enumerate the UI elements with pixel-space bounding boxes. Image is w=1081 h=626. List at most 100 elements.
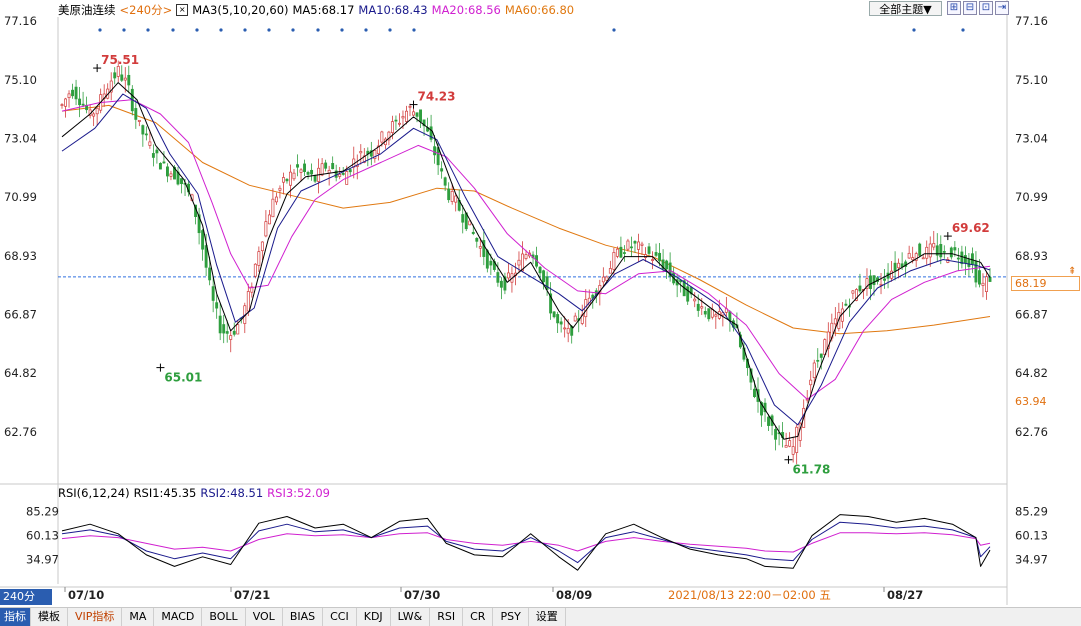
tab-kdj[interactable]: KDJ: [357, 608, 391, 626]
price-tick-left: 70.99: [4, 190, 37, 204]
candle-body: [454, 195, 458, 203]
tab-rsi[interactable]: RSI: [430, 608, 464, 626]
candle-body: [225, 331, 229, 334]
candle-body: [963, 255, 967, 264]
ma-layer: [61, 82, 991, 440]
price-tick-right: 64.82: [1015, 366, 1048, 380]
ma5-value: MA5:68.17: [292, 3, 355, 17]
rsi2-line: [61, 521, 991, 564]
candle-body: [422, 119, 426, 127]
candle-body: [879, 283, 883, 286]
candle-body: [229, 335, 233, 340]
candle-body: [869, 275, 872, 290]
rsi-title[interactable]: RSI(6,12,24): [58, 486, 130, 500]
price-tick-right: 75.10: [1015, 73, 1048, 87]
candle-body: [496, 272, 500, 283]
candle-body: [215, 302, 219, 309]
candle-body: [865, 278, 869, 290]
candle-body: [552, 311, 556, 318]
tab-indicators[interactable]: 指标: [0, 608, 31, 626]
candle-body: [313, 175, 317, 182]
tab-template[interactable]: 模板: [31, 608, 68, 626]
candle-body: [380, 131, 384, 143]
tab-lw[interactable]: LW&: [391, 608, 431, 626]
candle-body: [440, 168, 444, 172]
zoom-in-icon[interactable]: ⊞: [947, 1, 961, 15]
candle-body: [854, 289, 858, 301]
period-label[interactable]: <240分>: [119, 3, 173, 17]
tab-macd[interactable]: MACD: [154, 608, 203, 626]
annotation-layer: 75.51 65.01 74.23 61.78 69.62: [93, 53, 990, 477]
event-marker: [364, 28, 368, 32]
price-tick-left: 77.16: [4, 14, 37, 28]
candle-body: [658, 252, 662, 262]
candle-body: [654, 252, 658, 256]
tab-psy[interactable]: PSY: [493, 608, 529, 626]
candle-body: [506, 272, 510, 279]
high-label: 74.23: [418, 90, 456, 104]
right-arrow-icon[interactable]: ⇥: [995, 1, 1009, 15]
ma20-line: [61, 99, 991, 400]
candle-body: [573, 315, 577, 322]
tab-vol[interactable]: VOL: [246, 608, 283, 626]
candle-body: [285, 178, 289, 182]
candle-body: [668, 262, 672, 277]
indicator-tabs: 指标 模板 VIP指标 MA MACD BOLL VOL BIAS CCI KD…: [0, 607, 1081, 626]
candle-body: [542, 270, 546, 283]
tab-cci[interactable]: CCI: [323, 608, 357, 626]
candle-body: [524, 254, 528, 259]
candle-body: [503, 276, 507, 291]
candle-body: [626, 240, 630, 250]
candle-body: [665, 260, 669, 270]
candle-body: [264, 221, 268, 237]
candle-body: [390, 121, 394, 133]
candle-body: [289, 171, 292, 186]
candle-body: [956, 257, 960, 260]
candle-body: [707, 308, 711, 320]
candle-body: [292, 172, 296, 180]
candle-body: [914, 253, 918, 261]
candle-body: [232, 330, 236, 335]
zoom-out-icon[interactable]: ⊟: [963, 1, 977, 15]
tab-vip-indicators[interactable]: VIP指标: [68, 608, 123, 626]
ma-title[interactable]: MA3(5,10,20,60): [192, 3, 289, 17]
theme-dropdown[interactable]: 全部主题▼: [869, 1, 942, 16]
rsi1-line: [61, 514, 991, 571]
candle-body: [267, 214, 271, 225]
candle-body: [148, 141, 152, 146]
main-legend: 美原油连续 <240分> × MA3(5,10,20,60) MA5:68.17…: [58, 2, 574, 18]
candle-body: [703, 311, 707, 315]
candle-body: [123, 77, 127, 81]
candle-body: [809, 379, 813, 386]
candle-body: [450, 190, 454, 202]
candle-body: [373, 150, 377, 159]
candle-body: [949, 247, 953, 258]
candle-body: [461, 214, 465, 223]
candle-body: [155, 149, 159, 154]
event-marker: [243, 28, 247, 32]
axis-layer: 77.16 77.16 75.10 75.10 73.04 73.04 70.99 70.99…: [4, 14, 1076, 602]
rsi-legend: RSI(6,12,24) RSI1:45.35 RSI2:48.51 RSI3:…: [58, 486, 330, 500]
candle-body: [169, 173, 173, 177]
grid-icon[interactable]: ⊡: [979, 1, 993, 15]
current-price-tag: 68.19: [1011, 276, 1080, 291]
period-button[interactable]: 240分: [0, 589, 52, 605]
event-marker: [961, 28, 965, 32]
event-marker: [219, 28, 223, 32]
tab-settings[interactable]: 设置: [529, 608, 566, 626]
x-axis-label: 08/09: [556, 588, 592, 602]
rsi3-line: [61, 532, 991, 553]
candle-body: [974, 260, 978, 283]
candle-body: [468, 220, 472, 226]
candle-body: [921, 257, 925, 260]
tab-ma[interactable]: MA: [122, 608, 155, 626]
rsi-tick-right: 34.97: [1015, 553, 1048, 567]
candle-body: [563, 327, 567, 330]
rsi2-value: RSI2:48.51: [200, 486, 264, 500]
ma-settings-icon[interactable]: ×: [176, 4, 189, 16]
tab-boll[interactable]: BOLL: [202, 608, 246, 626]
tab-cr[interactable]: CR: [463, 608, 494, 626]
candle-body: [918, 243, 922, 256]
tab-bias[interactable]: BIAS: [283, 608, 324, 626]
